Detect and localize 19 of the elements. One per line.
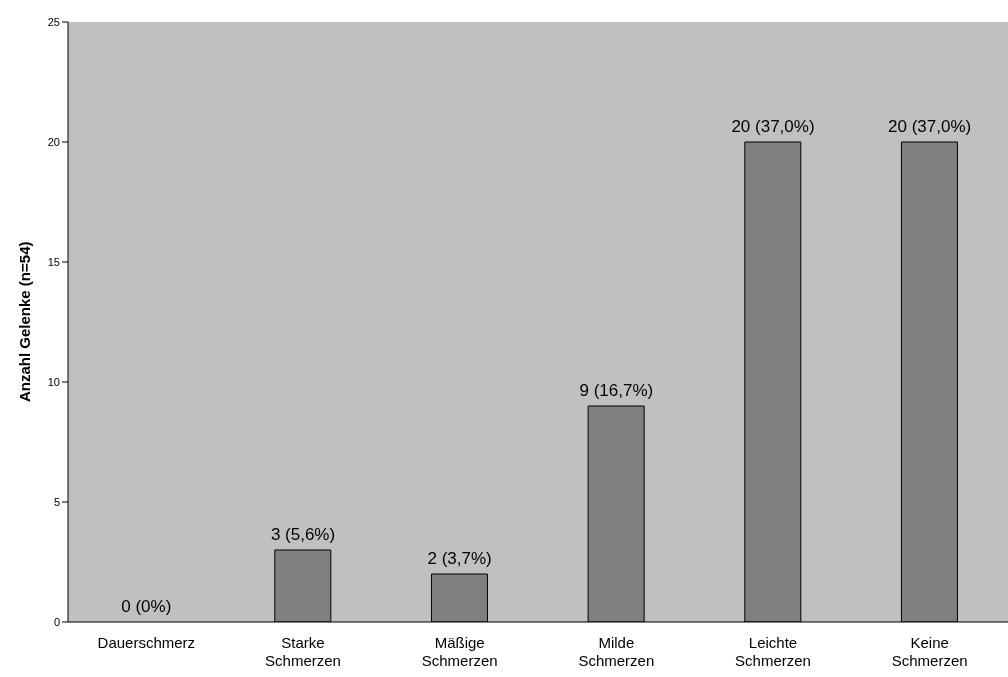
x-tick-label: Mäßige Schmerzen xyxy=(421,634,498,669)
x-tick-label: Dauerschmerz xyxy=(97,634,196,651)
x-tick-label: Milde Schmerzen xyxy=(578,634,655,669)
y-tick-label: 25 xyxy=(47,15,60,28)
data-label: 0 (0%) xyxy=(121,597,172,616)
y-tick-label: 15 xyxy=(47,255,60,268)
x-tick-label: Leichte Schmerzen xyxy=(735,634,811,669)
data-label: 3 (5,6%) xyxy=(270,525,336,544)
y-tick-label: 5 xyxy=(53,495,60,508)
y-tick-label: 10 xyxy=(47,375,60,388)
data-label: 20 (37,0%) xyxy=(731,117,815,136)
data-label: 9 (16,7%) xyxy=(579,381,654,400)
data-label: 20 (37,0%) xyxy=(888,117,972,136)
x-tick-label: Keine Schmerzen xyxy=(891,634,968,669)
y-tick-label: 0 xyxy=(53,615,60,628)
data-label: 2 (3,7%) xyxy=(427,549,492,568)
y-axis-title: Anzahl Gelenke (n=54) xyxy=(16,241,34,402)
x-tick-label: Starke Schmerzen xyxy=(265,634,341,669)
y-tick-label: 20 xyxy=(47,135,60,148)
